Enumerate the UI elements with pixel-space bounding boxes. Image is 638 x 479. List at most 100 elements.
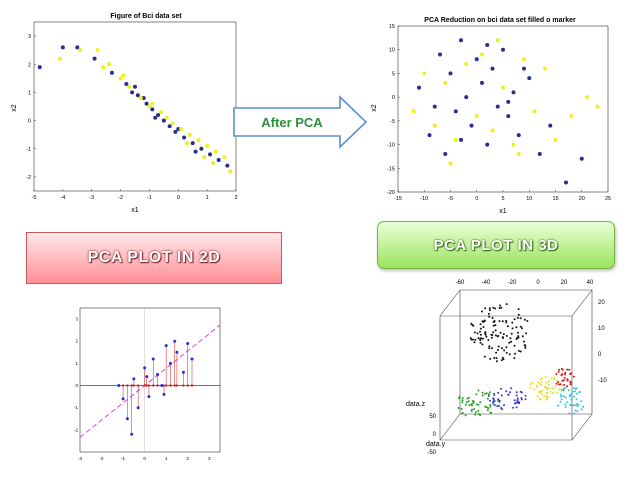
cluster-point bbox=[519, 350, 522, 353]
projected-point bbox=[190, 384, 194, 387]
cluster-point bbox=[477, 403, 480, 406]
data-point bbox=[193, 149, 198, 154]
cluster-point bbox=[529, 386, 532, 389]
data-point bbox=[176, 127, 181, 132]
data-point bbox=[144, 101, 149, 106]
cluster-point bbox=[499, 331, 502, 334]
data-point bbox=[141, 96, 146, 101]
x-tick-label: -1 bbox=[147, 195, 152, 201]
data-point bbox=[60, 45, 65, 50]
cluster-point bbox=[546, 398, 548, 401]
cluster-point bbox=[464, 414, 467, 417]
cluster-point bbox=[521, 327, 523, 330]
cluster-point bbox=[517, 313, 520, 316]
cluster-point bbox=[566, 385, 569, 388]
box-edge bbox=[571, 289, 593, 317]
cluster-point bbox=[510, 387, 513, 390]
data-point bbox=[480, 80, 484, 85]
x-tick-label: -4 bbox=[60, 195, 65, 201]
x-tick-label: -5 bbox=[448, 196, 453, 202]
data-point bbox=[543, 66, 547, 71]
cluster-point bbox=[518, 401, 521, 404]
cluster-point bbox=[500, 387, 502, 390]
cluster-point bbox=[461, 401, 464, 404]
data-point bbox=[121, 73, 126, 78]
x-tick-label: -2 bbox=[118, 195, 123, 201]
cluster-point bbox=[489, 357, 492, 360]
data-point bbox=[170, 121, 175, 126]
cluster-point bbox=[520, 398, 523, 401]
x-tick-label: 0 bbox=[177, 195, 180, 201]
x-tick-label: 3 bbox=[208, 456, 211, 461]
cluster-point bbox=[477, 337, 480, 340]
cluster-point bbox=[473, 408, 476, 410]
cluster-point bbox=[485, 406, 488, 409]
data-point bbox=[186, 341, 190, 345]
cluster-point bbox=[492, 397, 495, 400]
data-point bbox=[190, 357, 194, 361]
data-point bbox=[121, 397, 125, 401]
cluster-point bbox=[545, 391, 548, 394]
cluster-point bbox=[494, 307, 497, 310]
cluster-point bbox=[576, 403, 578, 405]
x-tick-label: 15 bbox=[552, 196, 558, 202]
data-point bbox=[158, 110, 163, 115]
cluster-point bbox=[562, 388, 565, 391]
cluster-point bbox=[506, 325, 509, 328]
data-point bbox=[109, 70, 114, 75]
cluster-point bbox=[505, 321, 508, 324]
cluster-point bbox=[557, 370, 560, 373]
cluster-point bbox=[491, 334, 494, 336]
x-tick-label: 0 bbox=[143, 456, 146, 461]
data-point bbox=[145, 375, 149, 379]
y-axis-label: x2 bbox=[11, 104, 18, 112]
cluster-point bbox=[481, 320, 484, 323]
cluster-point bbox=[568, 368, 571, 371]
cluster-point bbox=[540, 393, 543, 396]
cluster-point bbox=[544, 375, 547, 378]
y-tick-label: 10 bbox=[389, 48, 395, 54]
chart-3d-scatter: -60 -40 -20 0 20 40 20 10 0 -10 50 0 -50 data.z da… bbox=[406, 280, 607, 456]
cluster-point bbox=[460, 407, 463, 410]
cluster-point bbox=[540, 384, 543, 387]
box-edge bbox=[571, 413, 593, 441]
projected-point bbox=[121, 384, 125, 387]
cluster-point bbox=[574, 404, 577, 407]
data-point bbox=[208, 152, 213, 157]
cluster-point bbox=[495, 360, 498, 363]
cluster-point bbox=[559, 400, 562, 403]
data-point bbox=[130, 90, 135, 95]
cluster-point bbox=[487, 407, 490, 410]
data-point bbox=[553, 137, 558, 142]
cluster-point bbox=[515, 406, 518, 409]
scatter-points bbox=[411, 38, 600, 185]
data-point bbox=[490, 128, 495, 133]
cluster-point bbox=[569, 381, 572, 384]
cluster-point bbox=[474, 338, 477, 341]
data-point bbox=[173, 339, 177, 343]
cluster-point bbox=[557, 404, 560, 407]
data-point bbox=[464, 61, 469, 66]
cluster-point bbox=[580, 400, 583, 403]
cluster-point bbox=[461, 412, 464, 415]
cluster-point bbox=[501, 320, 504, 323]
cluster-point bbox=[477, 389, 480, 392]
cluster-point bbox=[574, 390, 577, 393]
chart-title: Figure of Bci data set bbox=[110, 13, 182, 20]
cluster-point bbox=[487, 339, 490, 341]
top-tick-label: 0 bbox=[536, 280, 540, 286]
data-point bbox=[459, 137, 463, 142]
cluster-point bbox=[467, 396, 470, 399]
cluster-point bbox=[481, 343, 484, 346]
data-point bbox=[448, 71, 453, 76]
cluster-point bbox=[497, 391, 500, 394]
cluster-point bbox=[552, 392, 554, 394]
cluster-point bbox=[479, 401, 482, 404]
cluster-point bbox=[520, 391, 523, 394]
y-axis-label: x2 bbox=[371, 104, 378, 112]
y-tick-label: -2 bbox=[26, 175, 31, 181]
data-point bbox=[495, 38, 500, 43]
cluster-point bbox=[498, 400, 501, 403]
right-axis-ticks: 20 10 0 -10 bbox=[598, 300, 607, 384]
cluster-point bbox=[516, 317, 519, 319]
